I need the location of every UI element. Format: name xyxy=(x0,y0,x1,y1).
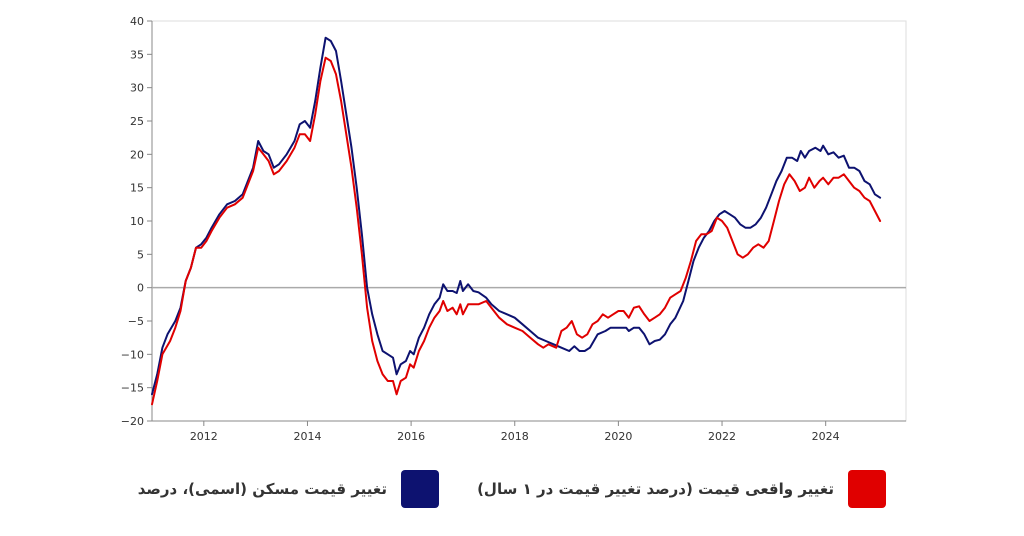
plot-frame xyxy=(151,20,907,422)
y-tick-label: 40 xyxy=(130,15,144,28)
y-tick-label: 20 xyxy=(130,148,144,161)
y-tick-label: 35 xyxy=(130,48,144,61)
x-tick-label: 2024 xyxy=(812,430,840,443)
x-tick-label: 2016 xyxy=(397,430,425,443)
legend-label-real: تغییر واقعی قیمت (درصد تغییر قیمت در ۱ س… xyxy=(477,480,834,498)
legend-item-nominal-change: تغییر قیمت مسکن (اسمی)، درصد xyxy=(138,470,439,508)
x-axis: 2012 2014 2016 2018 2020 2022 2024 xyxy=(152,420,906,443)
y-tick-label: 25 xyxy=(130,115,144,128)
y-tick-label: −10 xyxy=(121,348,144,361)
y-tick-label: −20 xyxy=(121,415,144,428)
legend-label-nominal: تغییر قیمت مسکن (اسمی)، درصد xyxy=(137,480,387,498)
y-tick-label: 10 xyxy=(130,215,144,228)
series-line-real xyxy=(151,56,882,406)
y-tick-label: 5 xyxy=(137,248,144,261)
legend-swatch-nominal xyxy=(401,470,439,508)
x-tick-label: 2014 xyxy=(293,430,321,443)
series-group xyxy=(151,36,882,406)
y-tick-label: −15 xyxy=(121,382,144,395)
x-tick-label: 2018 xyxy=(501,430,529,443)
legend-item-real-change: تغییر واقعی قیمت (درصد تغییر قیمت در ۱ س… xyxy=(477,470,886,508)
y-tick-label: 0 xyxy=(137,282,144,295)
legend-swatch-real xyxy=(848,470,886,508)
x-tick-label: 2020 xyxy=(604,430,632,443)
series-line-nominal xyxy=(151,36,882,396)
y-tick-label: 30 xyxy=(130,82,144,95)
y-tick-label: 15 xyxy=(130,182,144,195)
x-tick-label: 2012 xyxy=(190,430,218,443)
y-axis: −20 −15 −10 −5 0 5 10 15 20 25 30 35 40 xyxy=(121,15,153,428)
plot-border xyxy=(151,20,907,422)
y-tick-label: −5 xyxy=(128,315,144,328)
x-tick-label: 2022 xyxy=(708,430,736,443)
